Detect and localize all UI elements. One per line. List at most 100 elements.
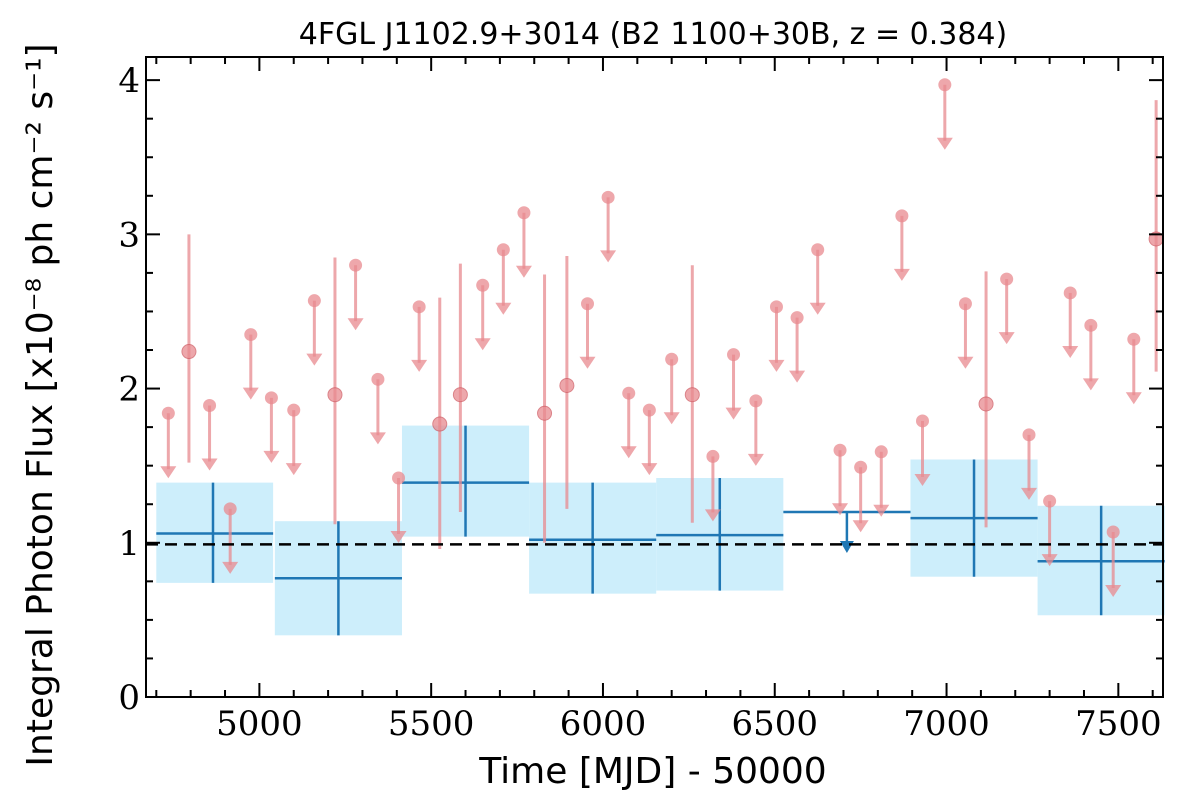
long-bin-series [156,425,1165,636]
short-bin-upper-limit-arrow [704,509,721,522]
x-tick-label: 7500 [1075,704,1162,744]
short-bin-upper-limit-marker [769,300,783,314]
short-bin-upper-limit-marker [622,386,636,400]
short-bin-upper-limit-arrow [789,370,806,383]
short-bin-upper-limit-marker [223,502,237,516]
short-bin-upper-limit-arrow [306,353,323,366]
short-bin-point [327,387,343,403]
short-bin-upper-limit-marker [749,394,763,408]
short-bin-upper-limit-marker [958,297,972,311]
y-tick-label: 1 [118,524,140,564]
short-bin-upper-limit-marker [727,348,741,362]
x-axis-title: Time [MJD] - 50000 [478,751,826,792]
short-bin-upper-limit-arrow [600,250,617,263]
short-bin-upper-limit-arrow [998,332,1015,345]
short-bin-upper-limit-arrow [768,359,785,372]
x-tick-label: 7000 [903,704,990,744]
short-bin-upper-limit-marker [371,372,385,386]
short-bin-upper-limit-marker [581,297,595,311]
short-bin-upper-limit-marker [264,391,278,405]
short-bin-upper-limit-arrow [1062,345,1079,358]
chart-title: 4FGL J1102.9+3014 (B2 1100+30B, z = 0.38… [299,17,1007,52]
short-bin-point [684,387,700,403]
short-bin-upper-limit-arrow [852,520,869,533]
short-bin-upper-limit-marker [642,403,656,417]
short-bin-upper-limit-marker [244,328,258,342]
x-tick-label: 6000 [560,704,647,744]
short-bin-upper-limit-marker [161,406,175,420]
short-bin-upper-limit-arrow [347,318,364,331]
short-bin-upper-limit-marker [203,399,217,413]
short-bin-upper-limit-marker [307,294,321,308]
x-tick-label: 5500 [388,704,475,744]
short-bin-upper-limit-arrow [579,356,596,369]
short-bin-upper-limit-arrow [641,463,658,476]
short-bin-upper-limit-arrow [809,302,826,315]
short-bin-upper-limit-marker [1063,286,1077,300]
short-bin-upper-limit-arrow [1021,487,1038,500]
short-bin-upper-limit-arrow [936,137,953,150]
y-tick-label: 2 [118,370,140,410]
short-bin-upper-limit-arrow [663,412,680,425]
y-tick-label: 3 [118,215,140,255]
short-bin-upper-limit-arrow [1082,378,1099,391]
long-bin-upper-limit-arrow [839,540,854,553]
short-bin-upper-limit-arrow [1125,392,1142,405]
short-bin-upper-limit-arrow [515,265,532,278]
axes-group: 5000 5500 6000 6500 7000 7500 0 1 2 3 4 [118,56,1164,744]
short-bin-upper-limit-marker [895,209,909,223]
short-bin-upper-limit-arrow [957,356,974,369]
short-bin-upper-limit-marker [811,243,825,257]
short-bin-upper-limit-arrow [222,561,239,574]
y-axis-title: Integral Photon Flux [x10⁻⁸ ph cm⁻² s⁻¹] [20,43,61,766]
plot-frame [145,56,1164,698]
short-bin-upper-limit-marker [665,352,679,366]
short-bin-upper-limit-arrow [832,503,849,516]
short-bin-upper-limit-marker [854,460,868,474]
short-bin-upper-limit-arrow [495,302,512,315]
short-bin-upper-limit-arrow [160,466,177,479]
short-bin-upper-limit-marker [517,206,531,220]
short-bin-upper-limit-arrow [201,458,218,471]
short-bin-upper-limit-arrow [1041,554,1058,567]
short-bin-upper-limit-marker [1043,494,1057,508]
short-bin-point [559,377,575,393]
short-bin-upper-limit-arrow [242,387,259,400]
short-bin-upper-limit-marker [874,445,888,459]
short-bin-series [160,78,1164,597]
short-bin-upper-limit-marker [287,403,301,417]
short-bin-upper-limit-arrow [1105,584,1122,597]
short-bin-upper-limit-marker [496,243,510,257]
short-bin-upper-limit-arrow [747,453,764,466]
short-bin-point [537,405,553,421]
y-tick-label: 4 [118,61,140,101]
short-bin-point [452,387,468,403]
x-tick-label: 5000 [216,704,303,744]
short-bin-upper-limit-arrow [411,359,428,372]
short-bin-upper-limit-arrow [474,338,491,351]
short-bin-upper-limit-arrow [914,473,931,486]
short-bin-upper-limit-marker [392,471,406,485]
short-bin-upper-limit-marker [915,414,929,428]
short-bin-upper-limit-marker [476,278,490,292]
short-bin-upper-limit-marker [1127,332,1141,346]
short-bin-upper-limit-marker [1106,525,1120,539]
y-tick-label: 0 [118,678,140,718]
short-bin-upper-limit-marker [1084,318,1098,332]
short-bin-upper-limit-marker [833,443,847,457]
long-bin-bands [156,425,1165,636]
short-bin-upper-limit-marker [349,258,363,272]
short-bin-upper-limit-arrow [369,432,386,445]
short-bin-upper-limit-marker [790,311,804,325]
short-bin-upper-limit-marker [1022,428,1036,442]
short-bin-upper-limit-marker [1000,272,1014,286]
short-bin-upper-limit-marker [601,190,615,204]
short-bin-upper-limit-arrow [285,463,302,476]
short-bin-upper-limit-arrow [893,268,910,281]
short-bin-upper-limit-marker [938,78,952,92]
short-bin-upper-limit-arrow [873,504,890,517]
short-bin-point [181,344,197,360]
short-bin-upper-limit-marker [706,449,720,463]
